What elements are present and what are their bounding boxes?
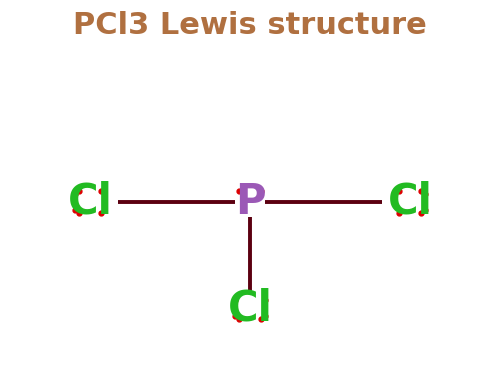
Text: Cl: Cl [68,181,112,223]
Text: Cl: Cl [388,181,432,223]
Text: PCl3 Lewis structure: PCl3 Lewis structure [73,11,427,40]
Text: P: P [234,181,266,223]
Text: Cl: Cl [228,287,272,329]
